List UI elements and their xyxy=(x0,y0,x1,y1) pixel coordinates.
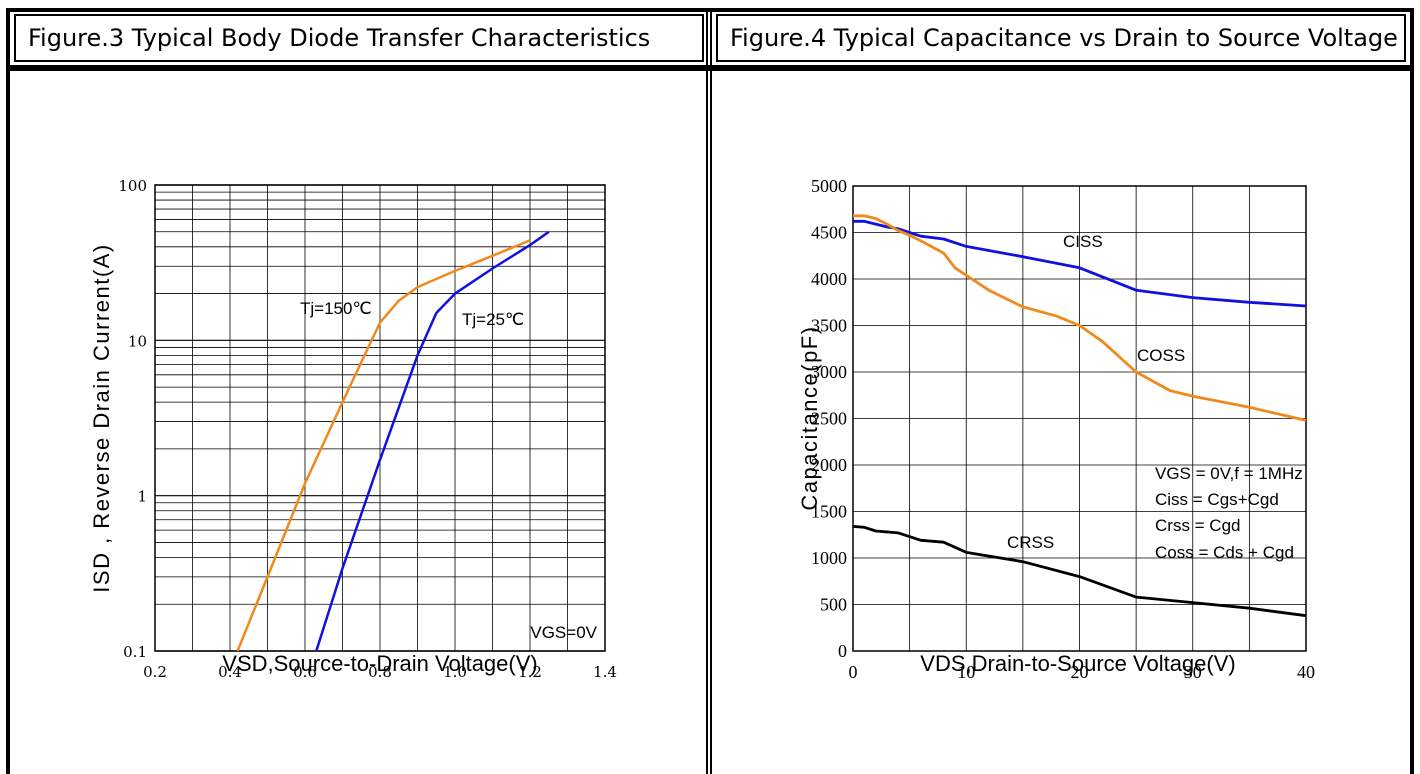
x-tick-label: 1.2 xyxy=(518,663,542,681)
series-label-coss: COSS xyxy=(1137,346,1185,365)
panel-divider xyxy=(706,8,712,774)
plot-frame xyxy=(154,184,606,652)
page-frame xyxy=(6,8,1414,774)
y-tick-label: 2500 xyxy=(811,409,847,429)
header-divider xyxy=(6,67,1414,71)
series-label-tj25: Tj=25℃ xyxy=(462,310,524,329)
series-label-crss: CRSS xyxy=(1007,533,1054,552)
ciss-formula: Ciss = Cgs+Cgd xyxy=(1155,490,1279,509)
y-axis-title: Capacitance(pF) xyxy=(797,325,822,510)
y-tick-label: 1 xyxy=(137,488,147,506)
y-tick-label: 3000 xyxy=(811,362,847,382)
y-tick-label: 4000 xyxy=(811,269,847,289)
coss-formula: Coss = Cds + Cgd xyxy=(1155,543,1294,562)
test-condition-annotation: VGS = 0V,f = 1MHz xyxy=(1155,464,1303,483)
y-tick-label: 3500 xyxy=(811,316,847,336)
y-tick-label: 0.1 xyxy=(123,643,147,661)
series-line-tj25 xyxy=(315,230,550,652)
y-tick-label: 100 xyxy=(118,177,147,195)
x-tick-label: 0.6 xyxy=(293,663,317,681)
y-tick-label: 1500 xyxy=(811,502,847,522)
y-tick-label: 10 xyxy=(128,332,147,350)
y-tick-label: 5000 xyxy=(811,176,847,196)
x-tick-label: 0.4 xyxy=(218,663,242,681)
x-tick-label: 10 xyxy=(957,662,975,682)
series-line-crss xyxy=(852,525,1307,618)
series-line-tj150 xyxy=(236,239,531,652)
y-tick-label: 0 xyxy=(838,641,847,661)
y-axis-title: ISD , Reverse Drain Current(A) xyxy=(89,243,114,592)
capacitance-chart: 0 10 20 30 40 0 500 1000 1500 2000 2500 3000 3500 400… xyxy=(797,176,1315,682)
x-tick-label: 0.8 xyxy=(368,663,392,681)
y-tick-label: 2000 xyxy=(811,455,847,475)
x-tick-label: 1.0 xyxy=(443,663,467,681)
y-tick-label: 4500 xyxy=(811,223,847,243)
x-axis-title: VDS,Drain-to-Source Voltage(V) xyxy=(920,651,1235,676)
left-figure-title: Figure.3 Typical Body Diode Transfer Cha… xyxy=(14,14,704,62)
series-line-ciss xyxy=(853,219,1307,308)
x-tick-label: 20 xyxy=(1071,662,1089,682)
x-tick-label: 0.2 xyxy=(143,663,167,681)
x-tick-label: 0 xyxy=(849,662,858,682)
series-line-coss xyxy=(853,214,1307,422)
crss-formula: Crss = Cgd xyxy=(1155,516,1241,535)
plot-frame xyxy=(852,185,1307,652)
x-tick-label: 1.4 xyxy=(593,663,617,681)
vgs-annotation: VGS=0V xyxy=(530,623,597,642)
x-tick-label: 40 xyxy=(1297,662,1315,682)
x-tick-label: 30 xyxy=(1184,662,1202,682)
x-axis-title: VSD,Source-to-Drain Voltage(V) xyxy=(222,651,537,676)
series-label-ciss: CISS xyxy=(1063,232,1103,251)
y-tick-label: 1000 xyxy=(811,548,847,568)
right-figure-title: Figure.4 Typical Capacitance vs Drain to… xyxy=(716,14,1406,62)
series-label-tj150: Tj=150℃ xyxy=(300,299,372,318)
body-diode-chart: 0.2 0.4 0.6 0.8 1.0 1.2 1.4 0.1 1 10 100 VSD,Source… xyxy=(89,177,617,681)
y-tick-label: 500 xyxy=(820,595,847,615)
